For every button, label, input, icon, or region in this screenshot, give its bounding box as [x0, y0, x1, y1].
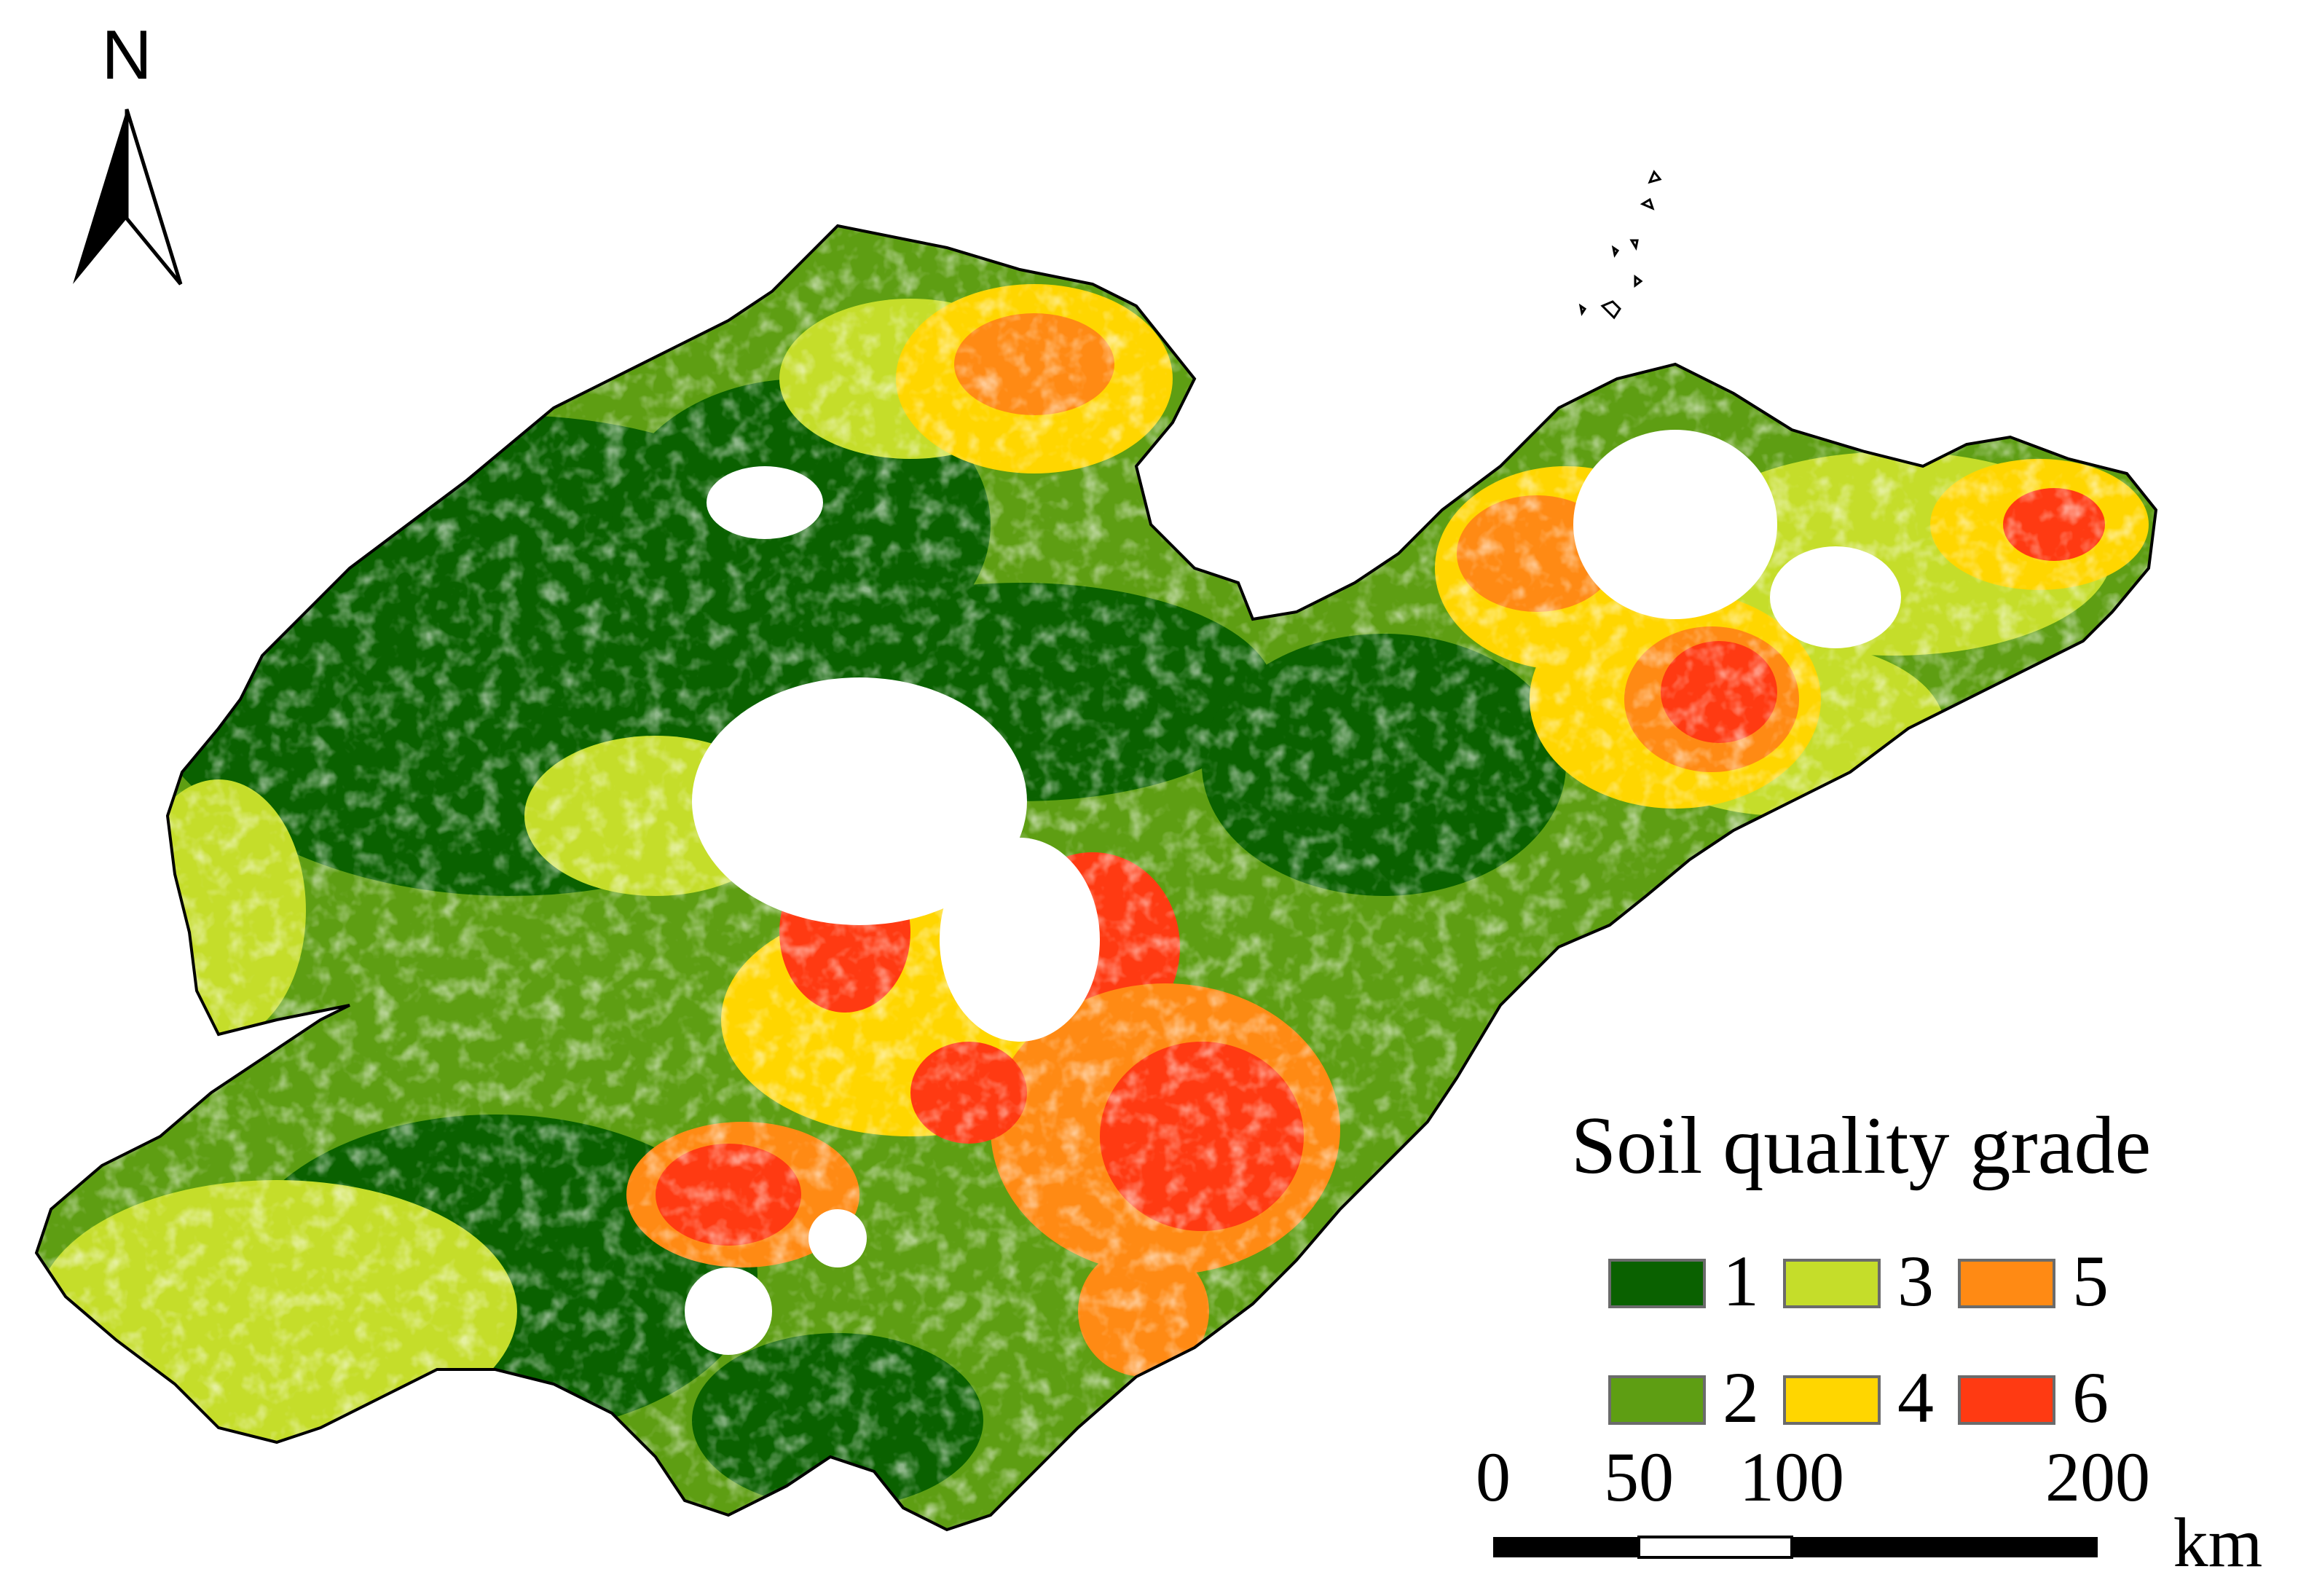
scale-tick-50: 50	[1604, 1438, 1674, 1516]
scale-tick-200: 200	[2045, 1438, 2150, 1516]
legend-label-3: 3	[1897, 1241, 1934, 1321]
scale-bar-segment-1	[1493, 1537, 1639, 1557]
legend-item-1: 1	[1608, 1241, 1759, 1321]
legend: Soil quality grade 1 2 3 4 5 6	[1571, 1101, 2151, 1438]
legend-label-1: 1	[1723, 1241, 1759, 1321]
legend-swatch-6	[1958, 1375, 2055, 1425]
legend-title: Soil quality grade	[1571, 1101, 2151, 1191]
scale-bar-segment-2	[1637, 1536, 1793, 1559]
north-arrow-icon	[73, 109, 127, 284]
scale-bar-segment-3	[1792, 1537, 2098, 1557]
legend-swatch-5	[1958, 1259, 2055, 1308]
legend-swatch-4	[1783, 1375, 1881, 1425]
legend-item-3: 3	[1783, 1241, 1934, 1321]
legend-label-4: 4	[1897, 1357, 1934, 1438]
legend-item-4: 4	[1783, 1357, 1934, 1438]
scale-tick-0: 0	[1476, 1438, 1511, 1516]
legend-item-2: 2	[1608, 1357, 1759, 1438]
legend-label-5: 5	[2072, 1241, 2109, 1321]
coastal-islands	[1578, 170, 1662, 320]
legend-item-6: 6	[1958, 1357, 2109, 1438]
north-arrow: N	[73, 16, 183, 286]
scale-bar: 0 50 100 200 km	[1476, 1438, 2262, 1581]
scale-unit: km	[2173, 1503, 2263, 1581]
legend-swatch-1	[1608, 1259, 1706, 1308]
legend-item-5: 5	[1958, 1241, 2109, 1321]
legend-swatch-2	[1608, 1375, 1706, 1425]
legend-swatch-3	[1783, 1259, 1881, 1308]
north-arrow-label: N	[101, 16, 152, 94]
legend-label-6: 6	[2072, 1357, 2109, 1438]
scale-tick-100: 100	[1739, 1438, 1844, 1516]
legend-label-2: 2	[1723, 1357, 1759, 1438]
